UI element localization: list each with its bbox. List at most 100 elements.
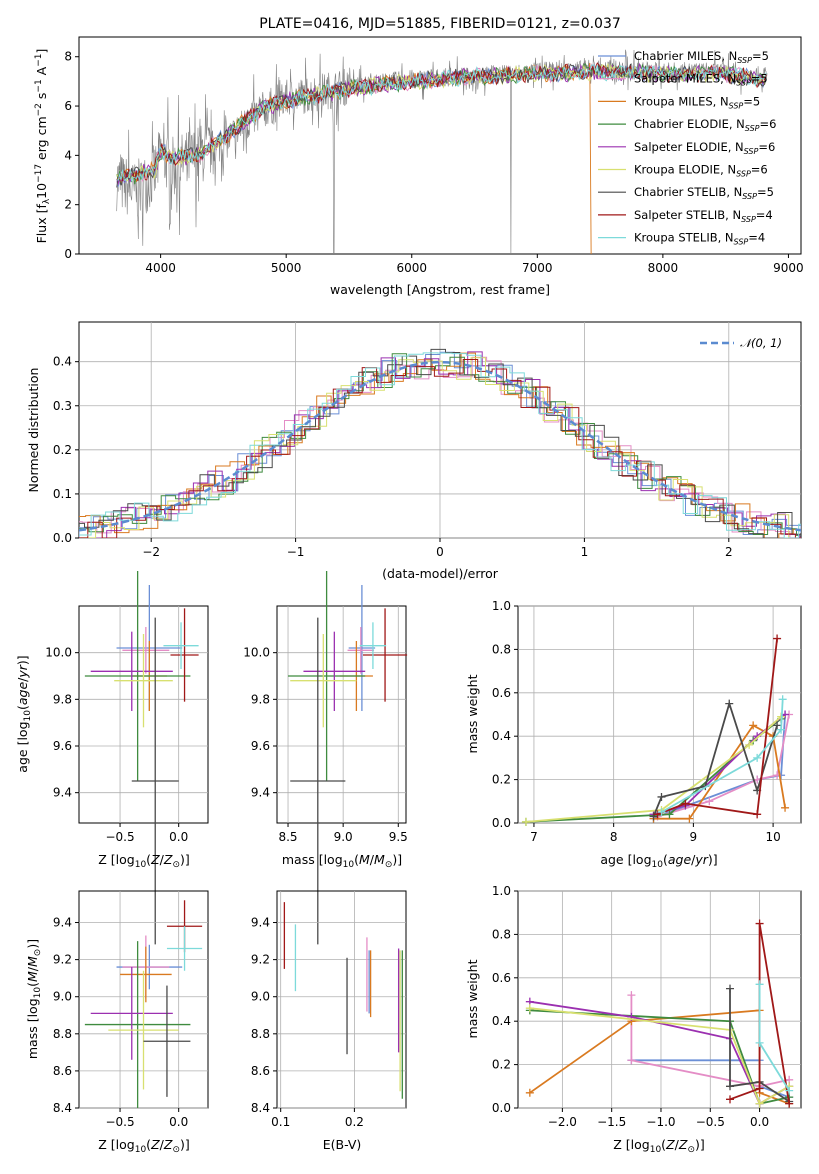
- x-tick-label: −0.5: [105, 1115, 134, 1129]
- y-tick-label: 0.4: [53, 355, 72, 369]
- mass-vs-Z-xlabel: Z [log10(Z/Z⊙)]: [98, 1137, 190, 1155]
- residual-legend: 𝒩(0, 1): [700, 336, 782, 350]
- residual-ylabel: Normed distribution: [26, 368, 41, 493]
- y-tick-label: 0.2: [492, 1058, 511, 1072]
- age-vs-mass-marks: [288, 571, 407, 944]
- y-tick-label: 9.6: [251, 739, 270, 753]
- x-tick-label: −0.5: [105, 830, 134, 844]
- x-tick-label: 6000: [396, 261, 427, 275]
- y-tick-label: 8.6: [53, 1064, 72, 1078]
- x-tick-label: 8.5: [278, 830, 297, 844]
- x-tick-label: 9: [690, 830, 698, 844]
- y-tick-label: 8.8: [251, 1027, 270, 1041]
- y-tick-label: 9.8: [53, 692, 72, 706]
- weight-line-salpeter_stelib: [658, 639, 778, 815]
- weight-vs-Z-marks: [526, 920, 793, 1108]
- legend-label-kroupa_elodie: Kroupa ELODIE, NSSP=6: [634, 163, 768, 179]
- weight-marker-chabrier_stelib: [657, 793, 665, 801]
- y-tick-label: 9.6: [53, 739, 72, 753]
- y-tick-label: 8.6: [251, 1064, 270, 1078]
- y-tick-label: 10.0: [243, 646, 270, 660]
- x-tick-label: 4000: [145, 261, 176, 275]
- weight-marker-salpeter_stelib: [773, 635, 781, 643]
- y-tick-label: 8.4: [53, 1101, 72, 1115]
- weight-vs-Z-xlabel: Z [log10(Z/Z⊙)]: [613, 1137, 705, 1155]
- x-tick-label: 7: [530, 830, 538, 844]
- mass-vs-ebv-frame: [277, 891, 406, 1108]
- age-vs-Z-marks: [85, 571, 199, 944]
- x-tick-label: 0.0: [169, 1115, 188, 1129]
- x-tick-label: 0.2: [345, 1115, 364, 1129]
- weight-marker-chabrier_stelib: [726, 1082, 734, 1090]
- weight-marker-salpeter_miles: [627, 1056, 635, 1064]
- x-tick-label: 0.0: [750, 1115, 769, 1129]
- legend-label-salpeter_stelib: Salpeter STELIB, NSSP=4: [634, 208, 773, 224]
- y-tick-label: 0.8: [492, 642, 511, 656]
- legend-label-chabrier_stelib: Chabrier STELIB, NSSP=5: [634, 185, 774, 201]
- y-tick-label: 0.4: [492, 729, 511, 743]
- age-vs-mass-grid: [277, 606, 406, 823]
- x-tick-label: −1.0: [646, 1115, 675, 1129]
- x-tick-label: 9000: [773, 261, 804, 275]
- y-tick-label: 0.4: [492, 1014, 511, 1028]
- weight-marker-chabrier_stelib: [726, 985, 734, 993]
- y-tick-label: 0.1: [53, 487, 72, 501]
- mass-vs-Z-ylabel: mass [log10(M/M⊙)]: [25, 939, 43, 1059]
- weight-vs-Z-ylabel: mass weight: [465, 959, 480, 1038]
- x-tick-label: −2.0: [548, 1115, 577, 1129]
- x-tick-label: 9.5: [389, 830, 408, 844]
- spectrum-title: PLATE=0416, MJD=51885, FIBERID=0121, z=0…: [259, 16, 621, 32]
- age-vs-mass-xlabel: mass [log10(M/M⊙)]: [282, 852, 402, 870]
- x-tick-label: 7000: [522, 261, 553, 275]
- y-tick-label: 0.6: [492, 971, 511, 985]
- y-tick-label: 8.8: [53, 1027, 72, 1041]
- weight-marker-salpeter_stelib: [726, 1095, 734, 1103]
- weight-marker-kroupa_miles: [781, 804, 789, 812]
- legend-label-chabrier_miles: Chabrier MILES, NSSP=5: [634, 49, 769, 65]
- spectrum-panel: PLATE=0416, MJD=51885, FIBERID=0121, z=0…: [34, 16, 804, 297]
- residual-hist-chabrier_elodie: [75, 354, 819, 536]
- weight-line-kroupa_elodie: [526, 717, 781, 822]
- weight-marker-chabrier_stelib: [725, 700, 733, 708]
- x-tick-label: −1.5: [597, 1115, 626, 1129]
- y-tick-label: 0.2: [53, 443, 72, 457]
- age-vs-Z-ylabel: age [log10(age/yr)]: [15, 655, 33, 772]
- x-tick-label: 2: [725, 545, 733, 559]
- mass-vs-Z-marks: [85, 900, 202, 1108]
- weight-line-chabrier_elodie: [530, 1010, 789, 1103]
- y-tick-label: 9.0: [251, 990, 270, 1004]
- weight-line-salpeter_miles: [658, 715, 790, 817]
- y-tick-label: 8.4: [251, 1101, 270, 1115]
- y-tick-label: 6: [64, 99, 72, 113]
- y-tick-label: 1.0: [492, 884, 511, 898]
- x-tick-label: 1: [581, 545, 589, 559]
- x-tick-label: −0.5: [696, 1115, 725, 1129]
- y-tick-label: 0.0: [492, 1101, 511, 1115]
- y-tick-label: 0.2: [492, 773, 511, 787]
- y-tick-label: 1.0: [492, 599, 511, 613]
- residual-hist-salpeter_elodie: [78, 352, 819, 538]
- spectrum-ylabel: Flux [fλ10−17 erg cm−2 s−1 A−1]: [34, 49, 52, 244]
- x-tick-label: 10: [765, 830, 780, 844]
- y-tick-label: 0.0: [53, 531, 72, 545]
- y-tick-label: 8: [64, 50, 72, 64]
- y-tick-label: 9.2: [251, 953, 270, 967]
- spectrum-xlabel: wavelength [Angstrom, rest frame]: [330, 282, 550, 297]
- y-tick-label: 9.4: [251, 786, 270, 800]
- y-tick-label: 0.0: [492, 816, 511, 830]
- mass-vs-ebv-marks: [284, 902, 402, 1099]
- y-tick-label: 0.3: [53, 399, 72, 413]
- weight-line-kroupa_elodie: [530, 1008, 789, 1103]
- x-tick-label: 8000: [648, 261, 679, 275]
- age-vs-mass-frame: [277, 606, 406, 823]
- y-tick-label: 0: [64, 247, 72, 261]
- weight-marker-kroupa_stelib: [779, 695, 787, 703]
- y-tick-label: 9.2: [53, 953, 72, 967]
